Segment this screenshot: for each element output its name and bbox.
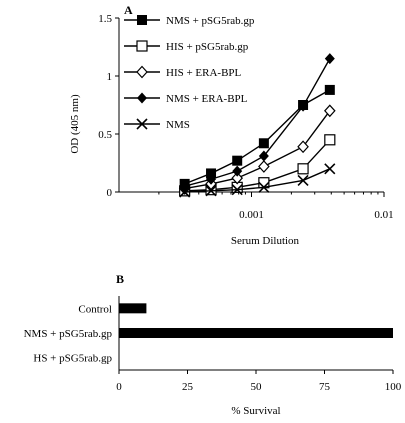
data-point — [232, 155, 243, 166]
data-point — [258, 181, 270, 193]
legend-item: NMS + ERA-BPL — [124, 92, 248, 105]
legend-label: NMS + pSG5rab.gp — [166, 15, 255, 27]
series-nms-era-bpl — [179, 53, 335, 192]
bar-category-label: NMS + pSG5rab.gp — [24, 328, 113, 340]
data-point — [324, 53, 335, 65]
data-point — [179, 186, 191, 198]
series-nms — [179, 163, 336, 198]
y-tick-label: 0.5 — [98, 129, 112, 141]
bar-category-label: HS + pSG5rab.gp — [33, 353, 112, 365]
data-point — [231, 171, 244, 185]
series-line — [184, 168, 331, 193]
data-point — [205, 185, 217, 197]
series-his-psg5rab-gp — [179, 134, 336, 197]
legend-item: HIS + ERA-BPL — [124, 65, 242, 79]
data-point — [297, 174, 309, 186]
panel-b: B 0 25 50 75 100 Control NMS + pSG5rab.gp HS +… — [24, 272, 402, 417]
bar — [119, 328, 393, 338]
data-point — [136, 118, 148, 130]
panel-a-legend: NMS + pSG5rab.gp HIS + pSG5rab.gp HIS + ER… — [124, 15, 255, 131]
data-point — [324, 134, 336, 146]
legend-label: HIS + pSG5rab.gp — [166, 41, 249, 53]
panel-a-y-ticks: 0 0.5 1 1.5 — [98, 13, 119, 199]
data-point — [258, 138, 269, 149]
x-tick-label: 0.001 — [239, 209, 264, 221]
y-tick-label: 1 — [107, 71, 113, 83]
legend-label: HIS + ERA-BPL — [166, 67, 242, 79]
data-point — [324, 104, 336, 118]
panel-b-letter: B — [116, 272, 124, 286]
x-tick-label: 75 — [319, 381, 331, 393]
data-point — [298, 100, 309, 112]
data-point — [232, 165, 243, 177]
y-tick-label: 0 — [107, 187, 113, 199]
data-point — [137, 92, 147, 104]
y-tick-label: 1.5 — [98, 13, 112, 25]
data-point — [206, 168, 217, 179]
x-tick-label: 0 — [116, 381, 122, 393]
legend-item: HIS + pSG5rab.gp — [124, 40, 249, 53]
data-point — [297, 163, 309, 175]
data-point — [137, 15, 147, 25]
data-point — [231, 184, 243, 196]
data-point — [136, 65, 148, 79]
data-point — [206, 173, 217, 185]
panel-a-y-axis-label: OD (405 nm) — [69, 94, 81, 154]
bar-category-label: Control — [78, 303, 112, 315]
data-point — [324, 163, 336, 175]
panel-a-series — [178, 53, 336, 198]
panel-b-x-ticks: 0 25 50 75 100 — [116, 370, 402, 393]
panel-b-x-axis-label: % Survival — [231, 405, 280, 417]
data-point — [258, 160, 270, 173]
legend-item: NMS — [124, 118, 190, 131]
series-line — [184, 58, 331, 187]
legend-label: NMS — [166, 119, 190, 131]
x-tick-label: 100 — [385, 381, 402, 393]
x-tick-label: 25 — [182, 381, 194, 393]
legend-item: NMS + pSG5rab.gp — [124, 15, 255, 27]
bar — [119, 303, 147, 314]
x-tick-label: 50 — [251, 381, 263, 393]
data-point — [258, 150, 269, 162]
legend-label: NMS + ERA-BPL — [166, 93, 248, 105]
data-point — [324, 84, 335, 95]
panel-a-letter: A — [124, 3, 133, 17]
data-point — [136, 40, 148, 52]
panel-b-bars: Control NMS + pSG5rab.gp HS + pSG5rab.gp — [24, 303, 393, 365]
panel-a: A 0 0.5 1 1.5 0.001 0.01 OD (405 nm) Serum D… — [69, 3, 394, 247]
x-tick-label: 0.01 — [374, 209, 393, 221]
panel-a-x-axis-label: Serum Dilution — [231, 235, 300, 247]
data-point — [297, 140, 309, 154]
panel-a-x-ticks: 0.001 0.01 — [158, 192, 394, 221]
